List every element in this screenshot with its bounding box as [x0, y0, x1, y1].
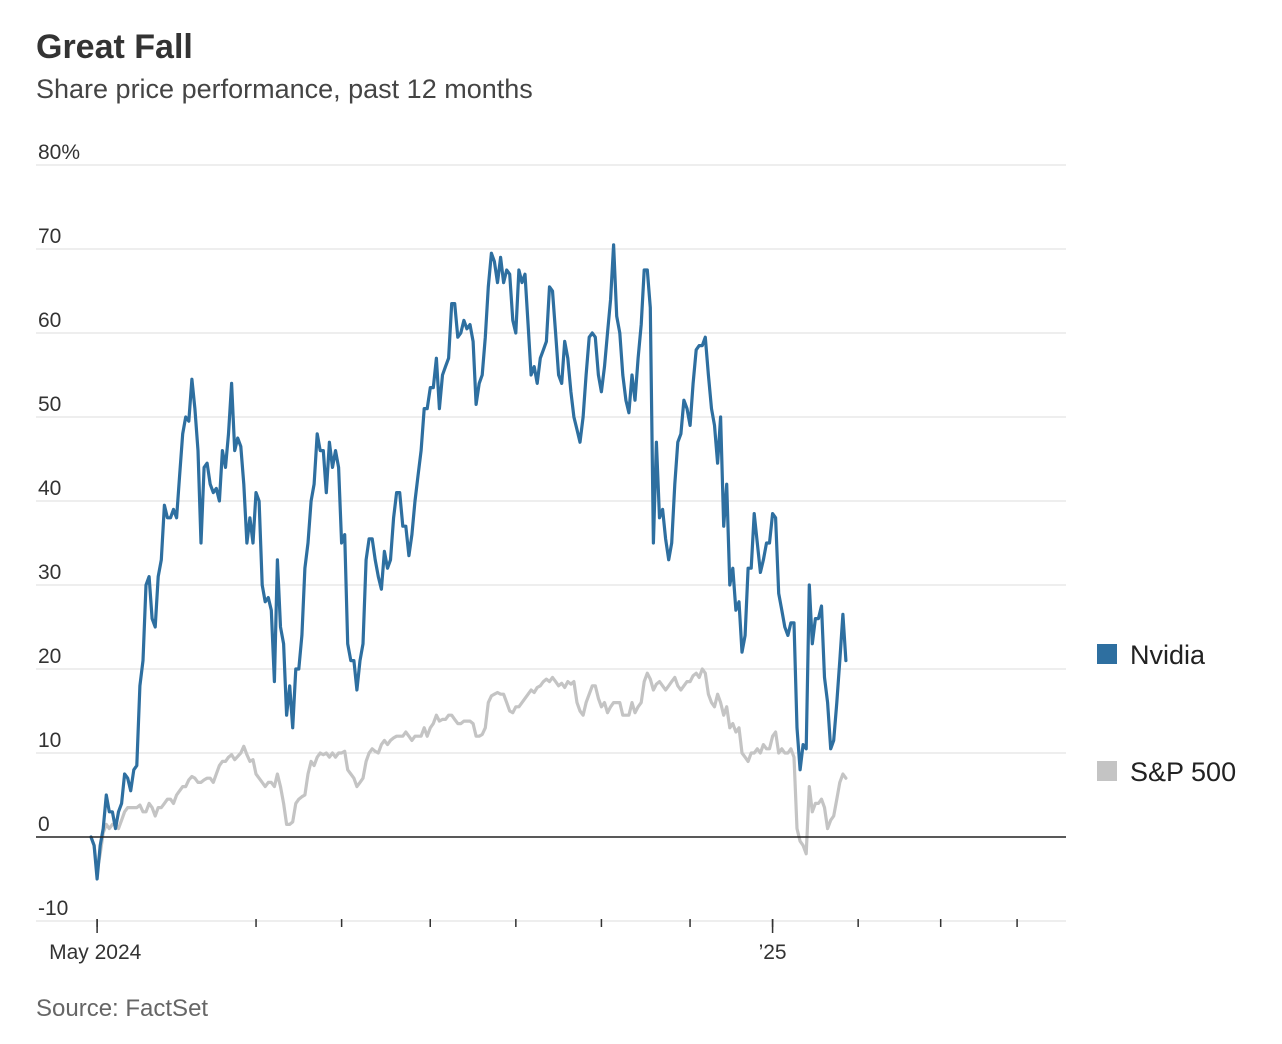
x-axis: May 2024 ’25	[49, 919, 1018, 964]
y-tick-label: 20	[38, 645, 61, 668]
series-line-s-p-500	[89, 667, 848, 873]
legend-swatch-nvidia	[1097, 644, 1117, 664]
series-lines	[89, 243, 848, 881]
chart-subtitle: Share price performance, past 12 months	[36, 74, 533, 104]
legend: Nvidia S&P 500	[1097, 640, 1236, 787]
y-tick-label: 10	[38, 729, 61, 752]
y-axis-labels: 80% 70 60 50 40 30 20 10 0 -10	[38, 141, 80, 920]
source-note: Source: FactSet	[36, 995, 208, 1022]
y-tick-label: 40	[38, 477, 61, 500]
chart-title: Great Fall	[36, 28, 193, 66]
x-tick-label: ’25	[759, 941, 787, 964]
y-tick-label: 80%	[38, 141, 80, 164]
gridlines	[36, 164, 1066, 922]
y-tick-label: 50	[38, 393, 61, 416]
series-line-nvidia	[89, 243, 848, 881]
y-tick-label: 30	[38, 561, 61, 584]
y-tick-label: 70	[38, 225, 61, 248]
legend-label-s-p-500: S&P 500	[1130, 757, 1236, 787]
legend-swatch-s-p-500	[1097, 761, 1117, 781]
x-tick-label: May 2024	[49, 941, 142, 964]
y-tick-label: 60	[38, 309, 61, 332]
y-tick-label: -10	[38, 897, 68, 920]
y-tick-label: 0	[38, 813, 50, 836]
legend-label-nvidia: Nvidia	[1130, 640, 1206, 670]
